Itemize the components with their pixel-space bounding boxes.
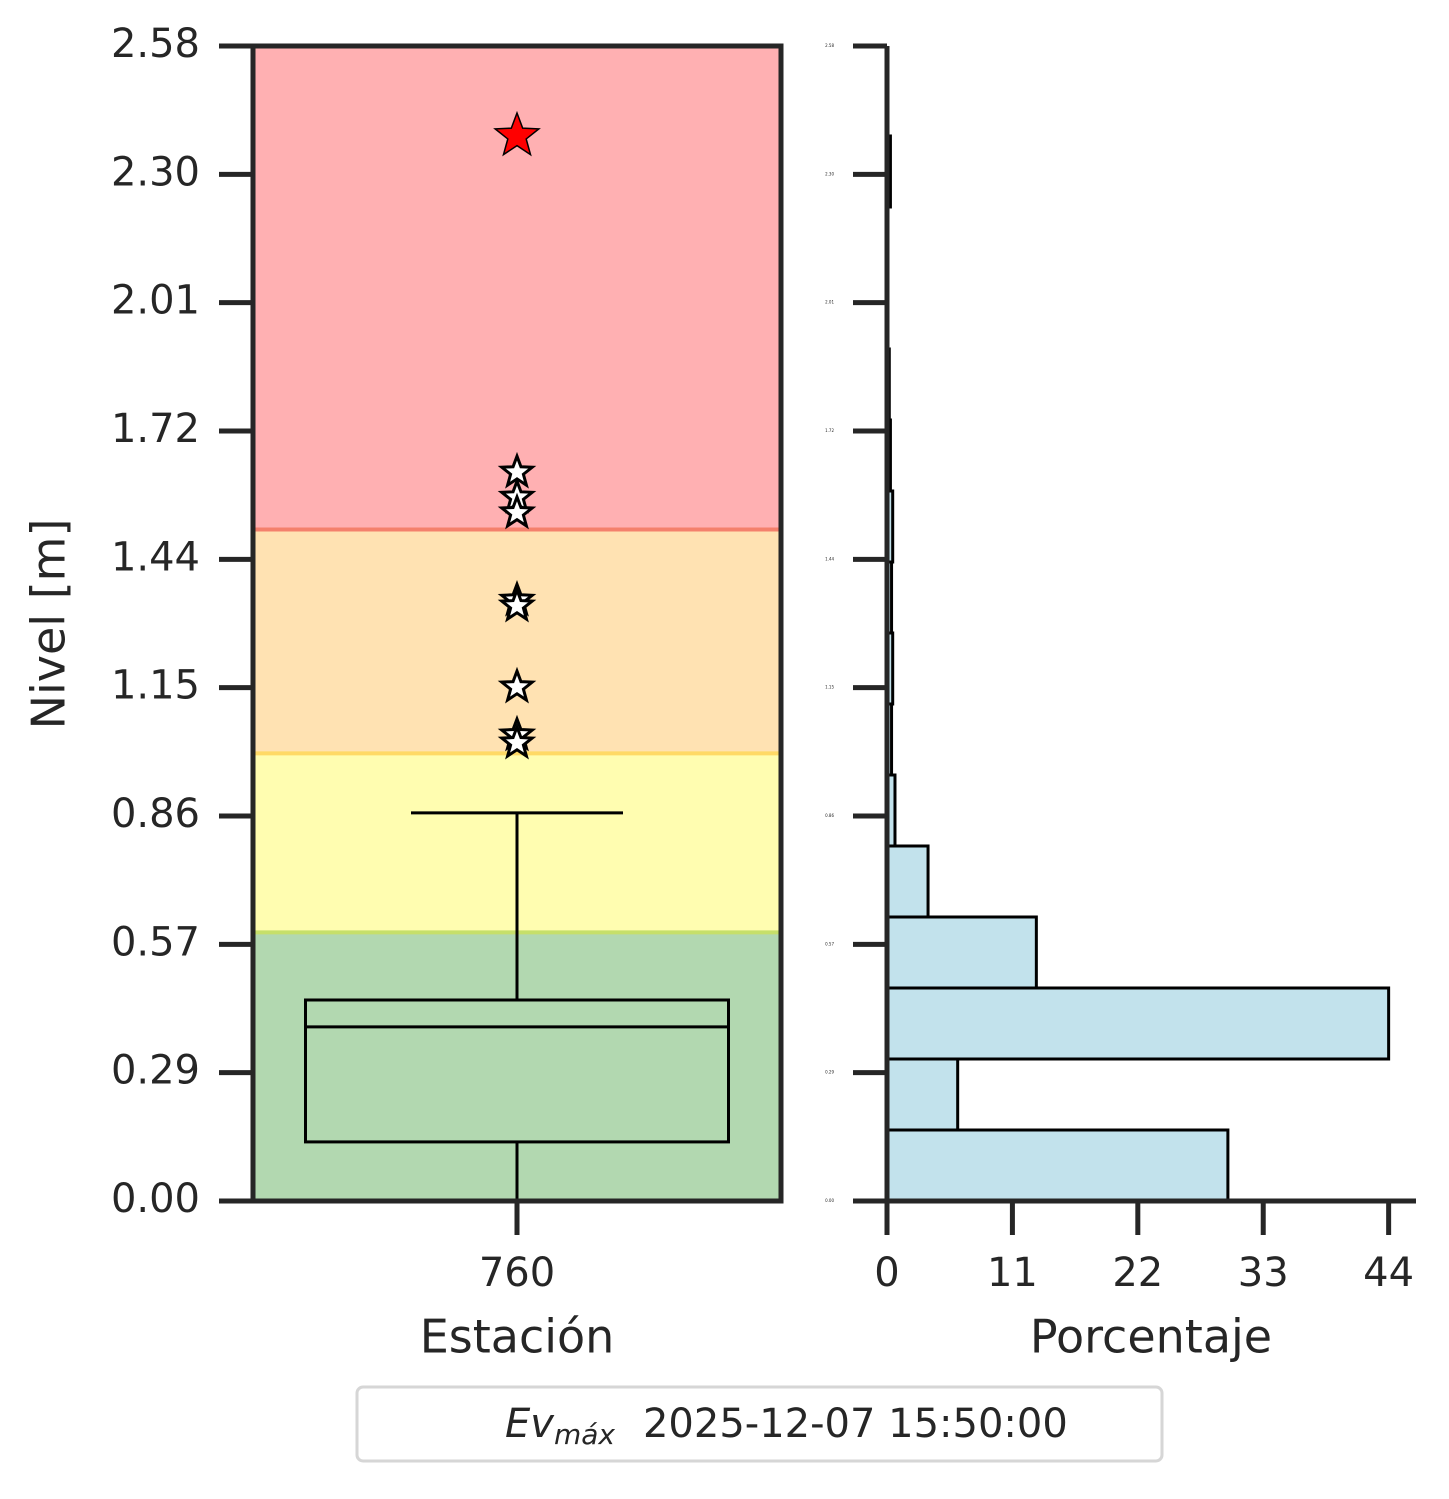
x-tick-label: 11 (987, 1250, 1038, 1296)
x-tick-label: 22 (1112, 1250, 1163, 1296)
x-tick-label: 0 (874, 1250, 899, 1296)
y-tick-label: 2.30 (111, 149, 200, 195)
y-tick-label: 0.00 (825, 1198, 834, 1203)
outlier (497, 585, 537, 623)
x-axis-label: Porcentaje (1030, 1310, 1272, 1364)
histogram-bar (885, 1128, 1230, 1203)
y-tick-label: 1.72 (825, 428, 834, 433)
outlier (497, 722, 537, 760)
outlier (497, 492, 537, 530)
y-tick-label: 0.57 (111, 919, 200, 965)
y-tick-label: 0.86 (825, 813, 834, 818)
x-tick-label: 760 (479, 1250, 555, 1296)
y-tick-label: 1.44 (111, 534, 200, 580)
legend-box (355, 1385, 1164, 1463)
y-tick-label: 0.57 (825, 941, 834, 946)
y-tick-label: 1.15 (825, 685, 834, 690)
max-point (493, 110, 541, 157)
x-axis-label: Estación (420, 1310, 615, 1364)
histogram-bar (885, 1057, 960, 1132)
y-tick-label: 1.44 (825, 556, 834, 561)
x-tick-label: 33 (1238, 1250, 1289, 1296)
box (304, 998, 730, 1144)
y-tick-label: 2.01 (111, 278, 200, 324)
y-tick-label: 0.00 (111, 1176, 200, 1222)
y-axis-label: Nivel [m] (22, 519, 76, 730)
histogram-bar (885, 986, 1391, 1061)
y-tick-label: 0.29 (111, 1048, 200, 1094)
y-tick-label: 1.15 (111, 663, 200, 709)
y-tick-label: 0.29 (825, 1070, 834, 1075)
histogram-bar (885, 844, 930, 919)
y-tick-label: 1.72 (111, 406, 200, 452)
y-tick-label: 2.58 (111, 21, 200, 67)
outlier (497, 666, 537, 704)
y-tick-label: 2.01 (825, 300, 834, 305)
histogram-bar (885, 915, 1038, 990)
y-tick-label: 2.30 (825, 171, 834, 176)
x-tick-label: 44 (1363, 1250, 1414, 1296)
legend-label: Evmáx 2025-12-07 15:50:00 (505, 1401, 1068, 1451)
y-tick-label: 2.58 (825, 43, 834, 48)
y-tick-label: 0.86 (111, 791, 200, 837)
